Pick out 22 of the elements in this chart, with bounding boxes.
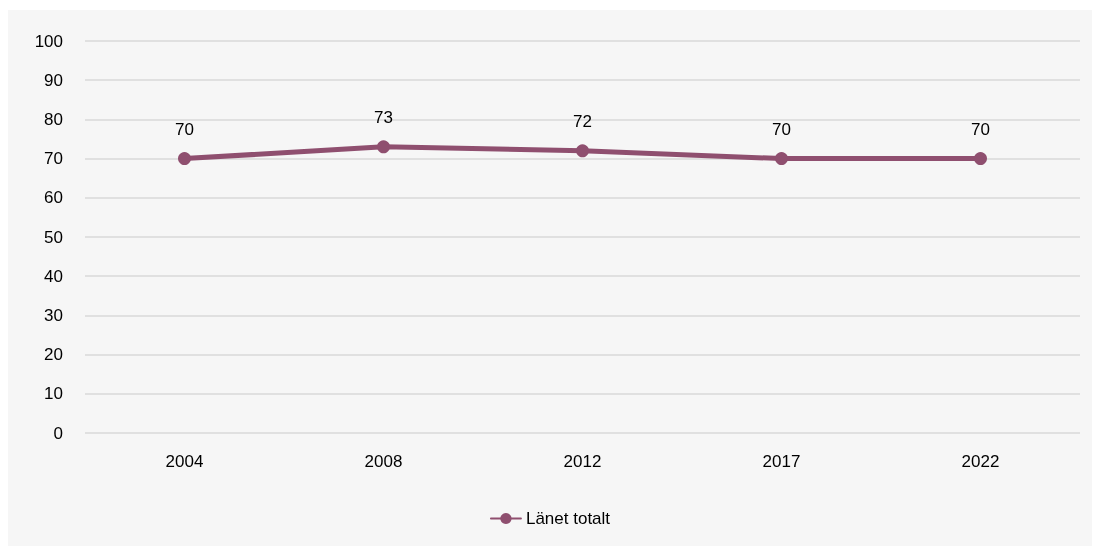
data-label: 72 bbox=[573, 112, 592, 132]
y-tick-label: 70 bbox=[44, 149, 63, 169]
y-tick-label: 90 bbox=[44, 70, 63, 90]
y-tick-label: 100 bbox=[34, 31, 63, 51]
legend-label: Länet totalt bbox=[525, 509, 611, 528]
y-tick-label: 60 bbox=[44, 188, 63, 208]
x-tick-label: 2012 bbox=[563, 452, 602, 471]
y-tick-label: 20 bbox=[44, 345, 63, 365]
y-tick-label: 50 bbox=[44, 227, 63, 247]
data-label: 70 bbox=[175, 120, 194, 140]
x-tick-label: 2008 bbox=[364, 452, 403, 471]
x-tick-label: 2017 bbox=[762, 452, 801, 471]
x-tick-label: 2022 bbox=[961, 452, 1000, 471]
data-label: 70 bbox=[971, 120, 990, 140]
y-tick-label: 0 bbox=[53, 423, 63, 443]
x-tick-label: 2004 bbox=[165, 452, 204, 471]
y-tick-label: 80 bbox=[44, 109, 63, 129]
data-label: 73 bbox=[374, 108, 393, 128]
y-tick-label: 30 bbox=[44, 305, 63, 325]
y-tick-label: 10 bbox=[44, 384, 63, 404]
data-label: 70 bbox=[772, 120, 791, 140]
y-tick-label: 40 bbox=[44, 266, 63, 286]
